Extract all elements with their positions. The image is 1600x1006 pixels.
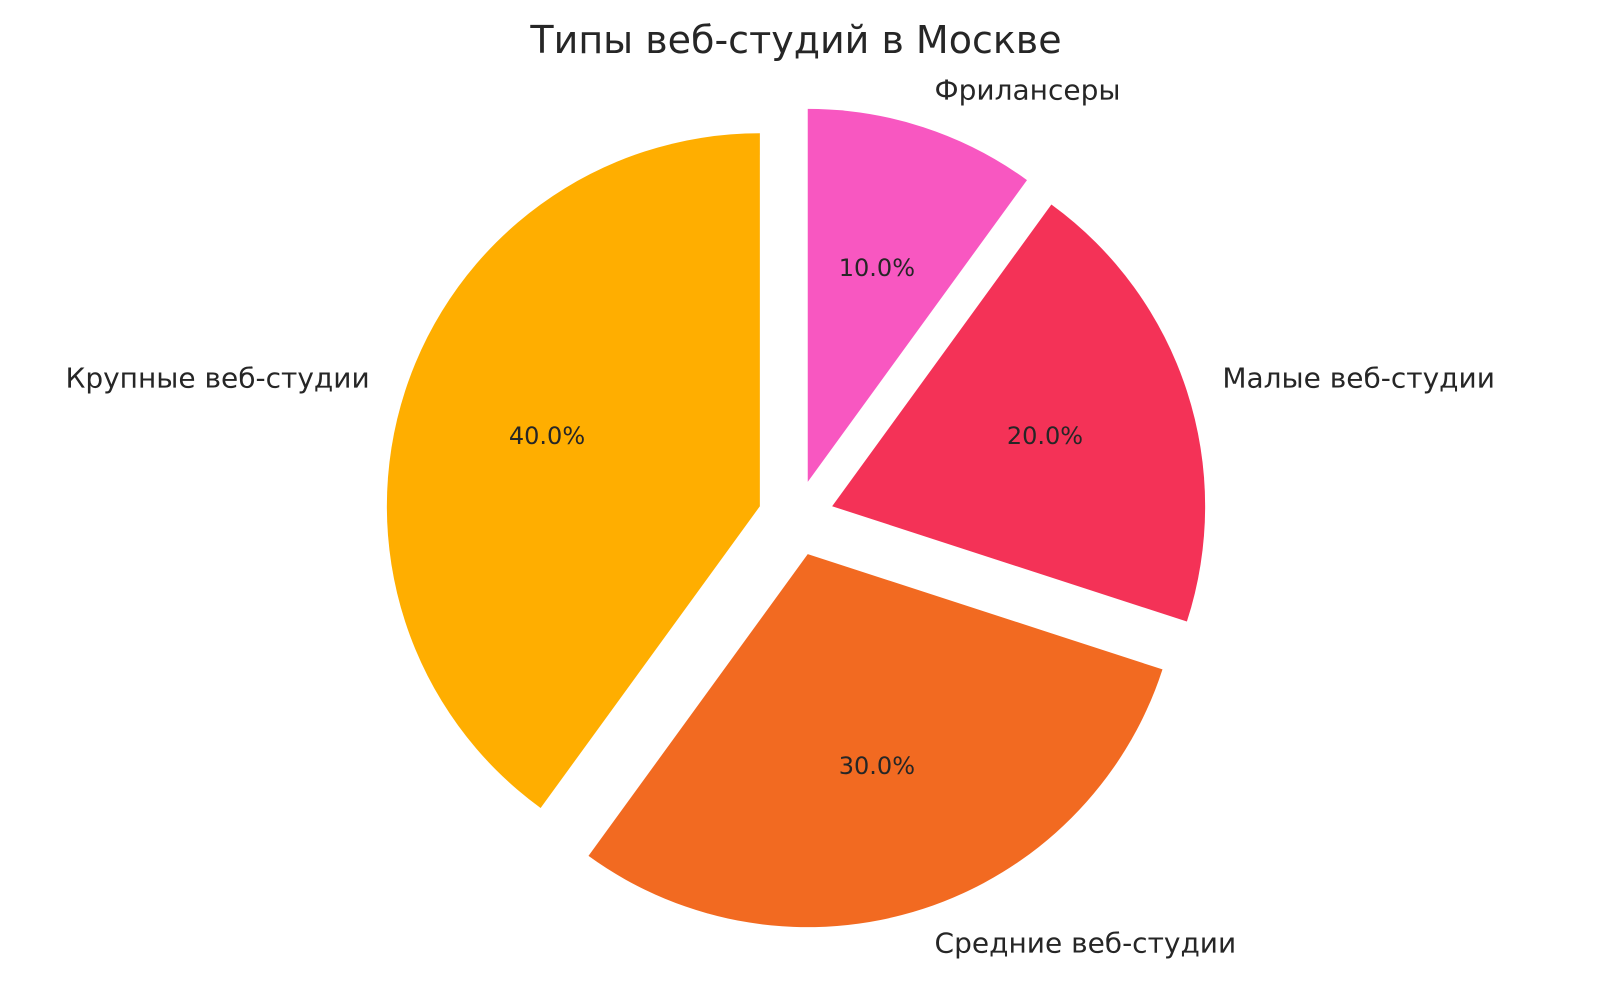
slice-label: Средние веб-студии <box>935 926 1237 959</box>
pie-slice-2 <box>588 554 1163 928</box>
slice-percent-label: 30.0% <box>839 752 915 780</box>
slice-label: Фрилансеры <box>935 74 1121 107</box>
chart-title: Типы веб-студий в Москве <box>529 18 1061 62</box>
slice-percent-label: 40.0% <box>509 422 585 450</box>
slice-percent-label: 20.0% <box>1007 422 1083 450</box>
slice-label: Крупные веб-студии <box>65 361 369 394</box>
slice-label: Малые веб-студии <box>1222 361 1495 394</box>
slice-percent-label: 10.0% <box>839 254 915 282</box>
pie-slice-4 <box>807 108 1027 482</box>
pie-slice-1 <box>386 133 760 809</box>
pie-slice-3 <box>832 204 1206 622</box>
